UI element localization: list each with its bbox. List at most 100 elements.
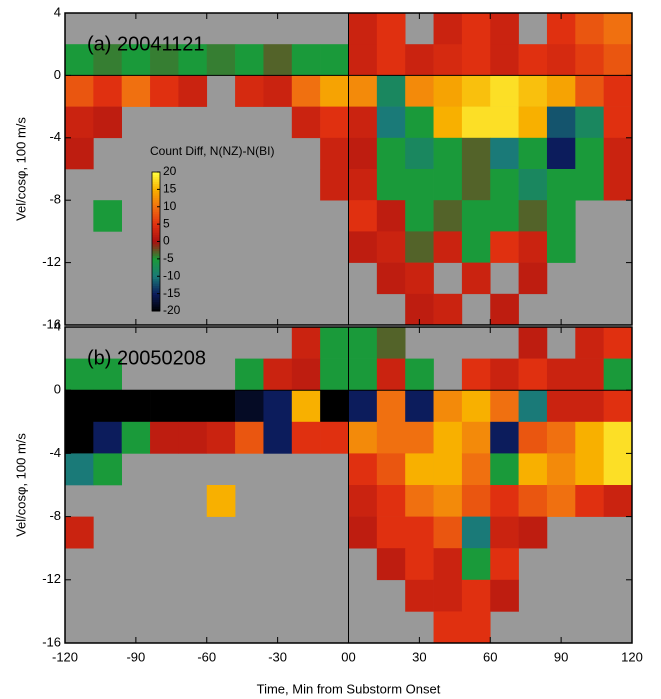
colorbar-swatch [152,232,160,236]
x-tick-label: 60 [483,649,497,664]
heatmap-cell [461,548,491,581]
colorbar-swatch [152,227,160,231]
x-tick-label: -60 [197,649,216,664]
heatmap-cell [235,358,264,391]
heatmap-cell [546,75,576,107]
heatmap-cell [433,106,463,139]
x-tick-label: -30 [268,649,287,664]
x-tick-label: 30 [412,649,426,664]
heatmap-cell [291,106,321,139]
heatmap-cell [178,75,208,107]
heatmap-cell [461,516,491,549]
heatmap-cell [291,44,321,76]
heatmap-cell [263,390,293,423]
heatmap-cell [348,75,378,107]
heatmap-cell [518,44,548,76]
heatmap-cell [518,137,548,170]
colorbar-swatch [152,192,160,196]
colorbar-swatch [152,257,160,261]
colorbar-swatch [152,220,160,224]
heatmap-cell [320,358,349,391]
colorbar-label: Count Diff, N(NZ)-N(BI) [150,144,274,158]
heatmap-cell [405,137,434,170]
colorbar-swatch [152,269,160,273]
heatmap-cell [150,44,179,76]
colorbar-swatch [152,250,160,254]
heatmap-cell [461,75,491,107]
heatmap-cell [546,106,576,139]
heatmap-cell [320,169,349,201]
heatmap-cell [65,421,94,454]
heatmap-cell [376,453,406,486]
x-axis-label: Time, Min from Substorm Onset [257,681,441,696]
heatmap-cell [93,421,122,454]
y-tick-label: -12 [42,254,61,269]
heatmap-cell [575,106,604,139]
heatmap-cell [461,485,491,517]
heatmap-cell [405,106,434,139]
heatmap-cell [546,485,576,517]
x-tick-label: 120 [621,649,643,664]
heatmap-cell [65,390,94,423]
colorbar-swatch [152,202,160,205]
heatmap-cell [603,75,633,107]
heatmap-cell [518,106,548,139]
y-tick-label: -8 [49,192,61,207]
heatmap-cell [546,390,576,423]
heatmap-cell [575,327,604,359]
heatmap-cell [348,390,378,423]
heatmap-cell [376,516,406,549]
heatmap-cell [93,75,122,107]
heatmap-cell [603,390,633,423]
heatmap-cell [603,453,633,486]
colorbar-swatch [152,199,160,203]
heatmap-cell [490,390,519,423]
heatmap-cell [376,485,406,517]
heatmap-cell [121,421,151,454]
heatmap-cell [178,421,208,454]
heatmap-cell [461,44,491,76]
heatmap-cell [405,421,434,454]
colorbar-swatch [152,248,160,252]
heatmap-cell [348,200,378,232]
heatmap-cell [603,358,633,391]
colorbar-swatch [152,174,160,178]
colorbar-swatch [152,283,160,287]
colorbar-swatch [152,211,160,215]
heatmap-cell [518,390,548,423]
heatmap-cell [490,231,519,263]
heatmap-cell [518,75,548,107]
heatmap-cell [206,421,236,454]
heatmap-cell [405,44,434,76]
heatmap-cell [433,453,463,486]
colorbar-swatch [152,206,160,210]
colorbar-swatch [152,209,160,212]
heatmap-cell [376,421,406,454]
heatmap-cell [546,231,576,263]
colorbar-swatch [152,260,160,263]
heatmap-cell [490,421,519,454]
heatmap-cell [461,453,491,486]
heatmap-cell [235,390,264,423]
heatmap-cell [433,390,463,423]
x-tick-label: 00 [341,649,355,664]
heatmap-cell [603,169,633,201]
heatmap-cell [348,485,378,517]
heatmap-cell [461,421,491,454]
heatmap-cell [65,106,94,139]
heatmap-cell [433,485,463,517]
colorbar-swatch [152,264,160,268]
heatmap-cell [405,262,434,295]
heatmap-cell [433,200,463,232]
heatmap-cell [93,390,122,423]
heatmap-cell [461,169,491,201]
colorbar-swatch [152,304,160,307]
heatmap-cell [405,485,434,517]
heatmap-cell [376,231,406,263]
heatmap-cell [518,262,548,295]
colorbar-swatch [152,292,160,296]
heatmap-cell [461,13,491,45]
colorbar-swatch [152,280,160,284]
heatmap-cell [235,75,264,107]
